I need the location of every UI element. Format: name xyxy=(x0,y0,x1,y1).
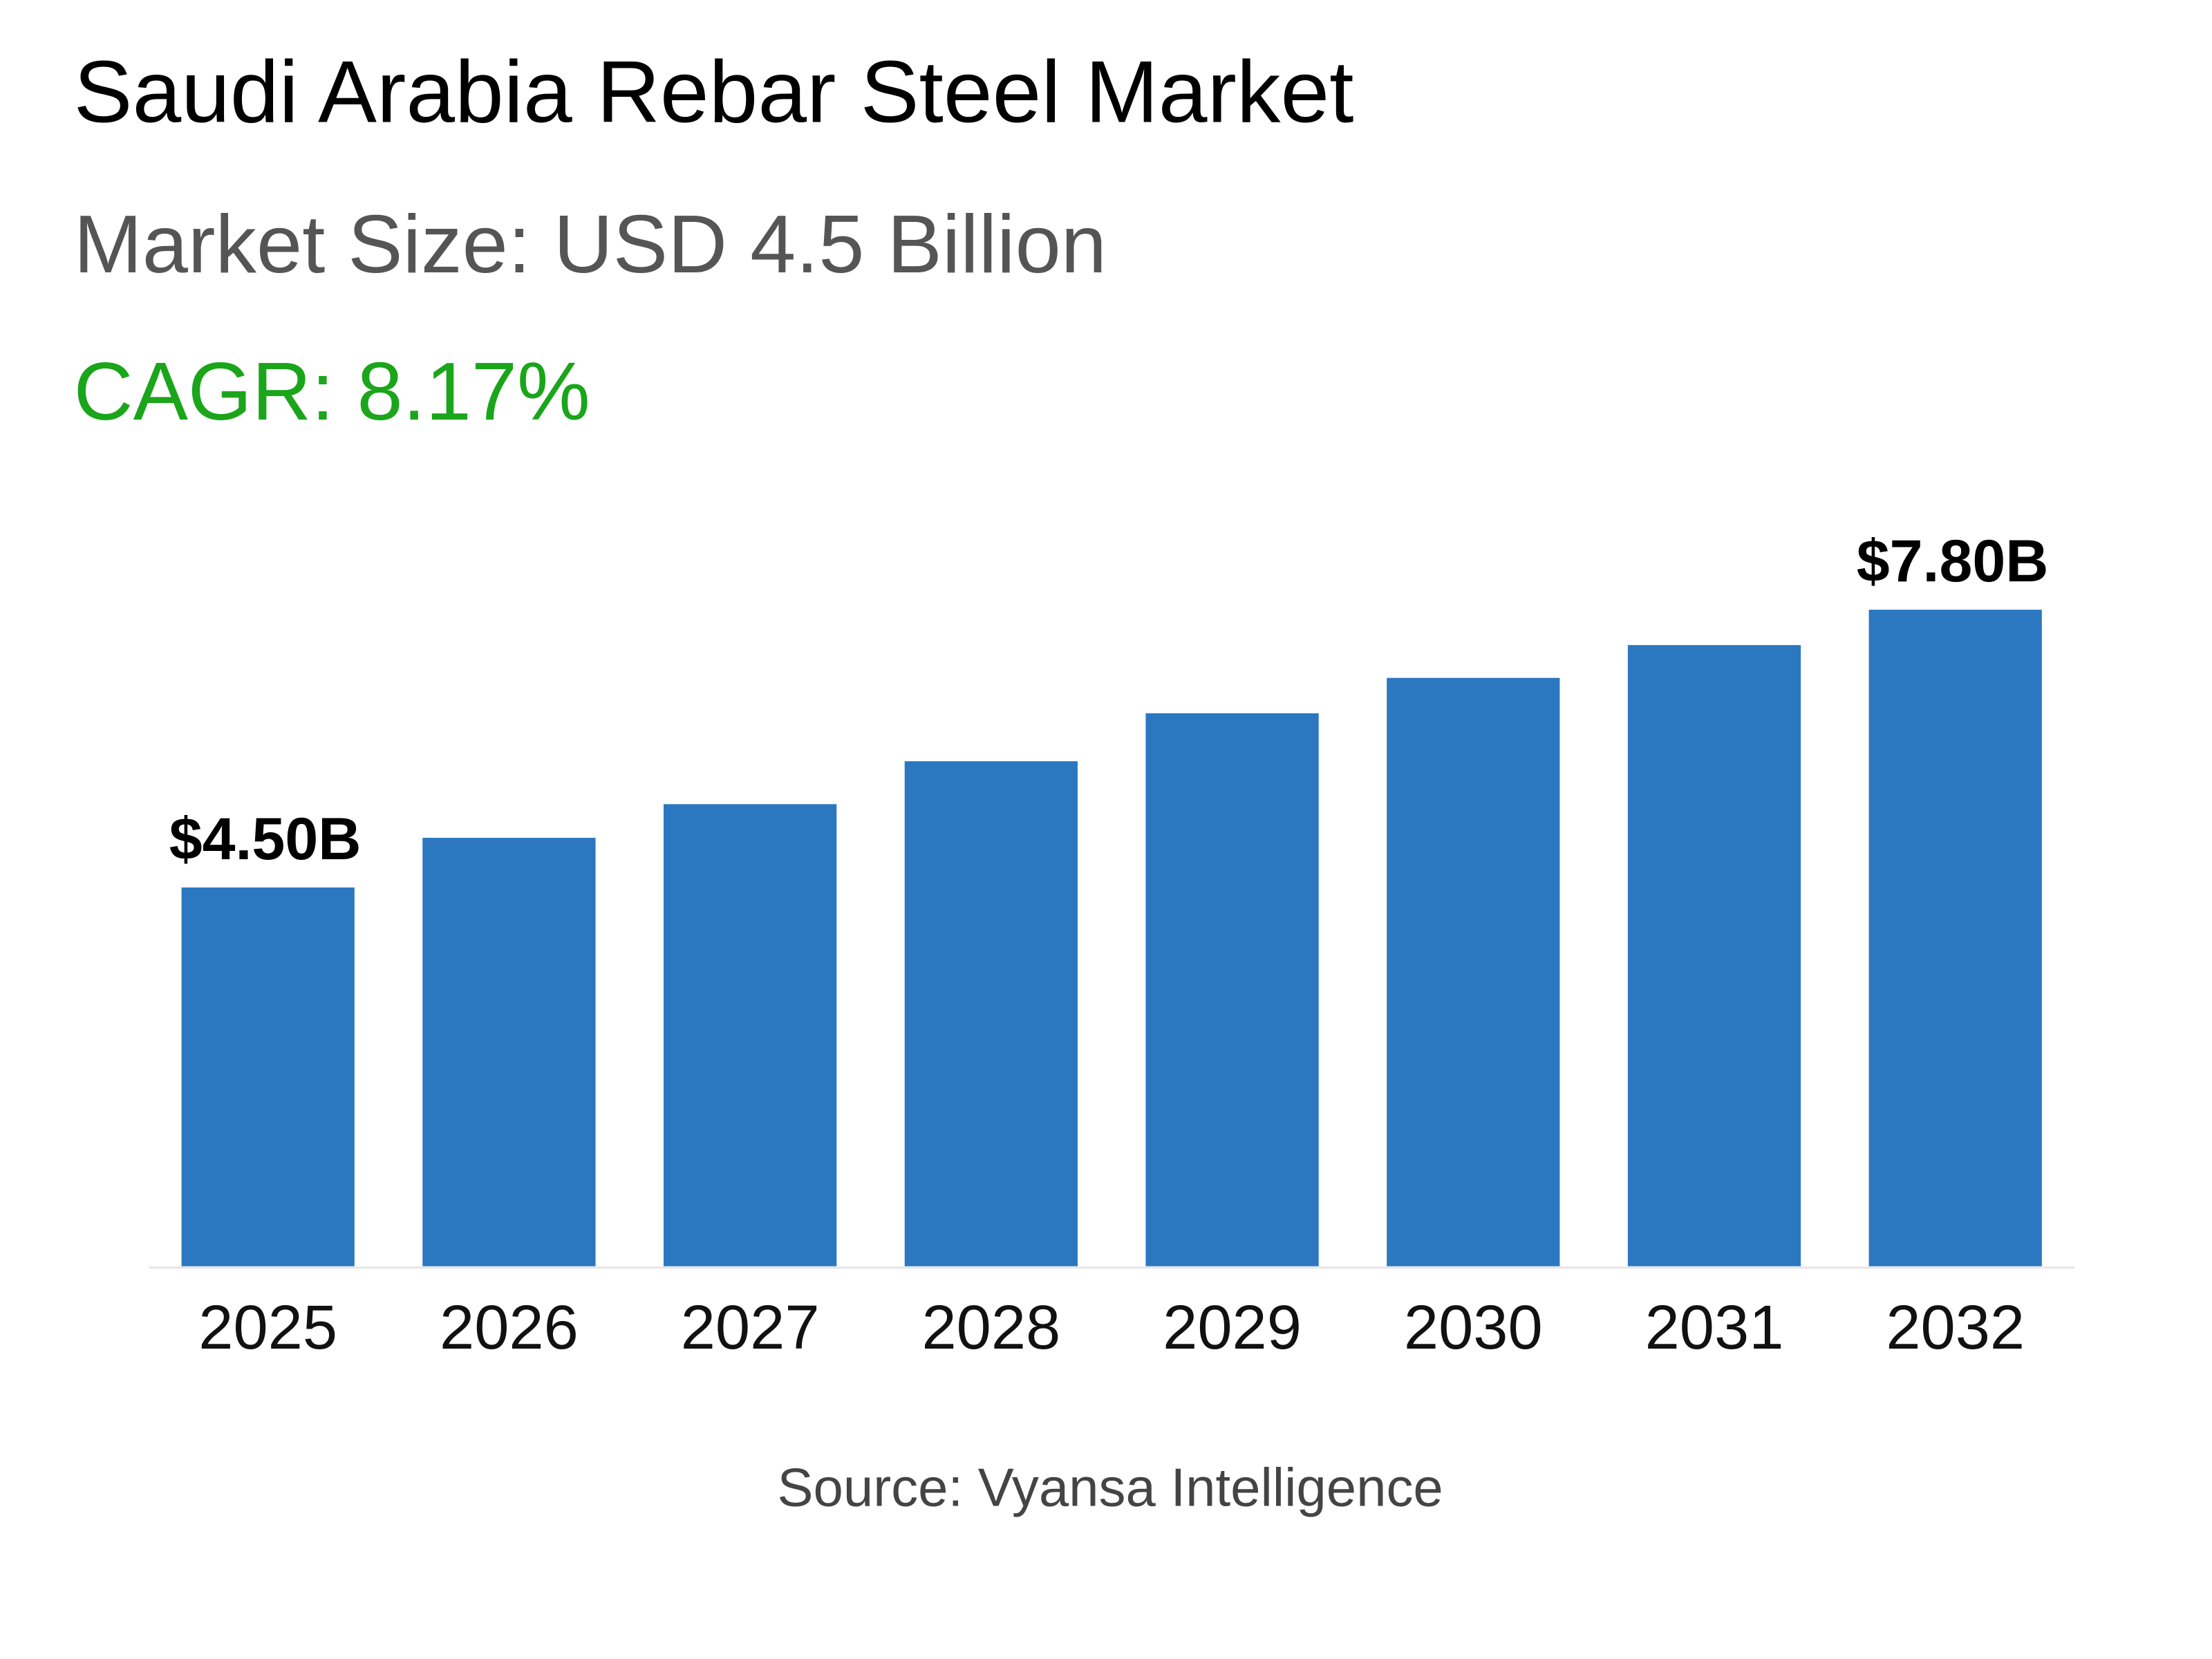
x-tick-label: 2029 xyxy=(1163,1293,1302,1362)
market-size: Market Size: USD 4.5 Billion xyxy=(74,198,1107,290)
x-tick-label: 2026 xyxy=(440,1293,579,1362)
data-label: $7.80B xyxy=(1857,528,2049,594)
data-label: $4.50B xyxy=(169,806,362,872)
bar-2029 xyxy=(1145,713,1319,1266)
bar-2031 xyxy=(1627,645,1801,1266)
bar-2026 xyxy=(422,838,596,1266)
bar-2028 xyxy=(904,761,1078,1266)
x-tick-label: 2030 xyxy=(1404,1293,1543,1362)
x-tick-label: 2027 xyxy=(681,1293,820,1362)
cagr: CAGR: 8.17% xyxy=(74,346,590,438)
bar-2027 xyxy=(664,804,837,1266)
bar-2032 xyxy=(1868,610,2042,1266)
source-note: Source: Vyansa Intelligence xyxy=(778,1456,1443,1517)
x-tick-label: 2025 xyxy=(198,1293,337,1362)
bar-2025 xyxy=(181,887,355,1266)
bar-2030 xyxy=(1387,677,1560,1266)
x-tick-label: 2031 xyxy=(1645,1293,1784,1362)
x-tick-label: 2032 xyxy=(1886,1293,2025,1362)
x-tick-label: 2028 xyxy=(921,1293,1060,1362)
chart-title: Saudi Arabia Rebar Steel Market xyxy=(74,42,1354,140)
